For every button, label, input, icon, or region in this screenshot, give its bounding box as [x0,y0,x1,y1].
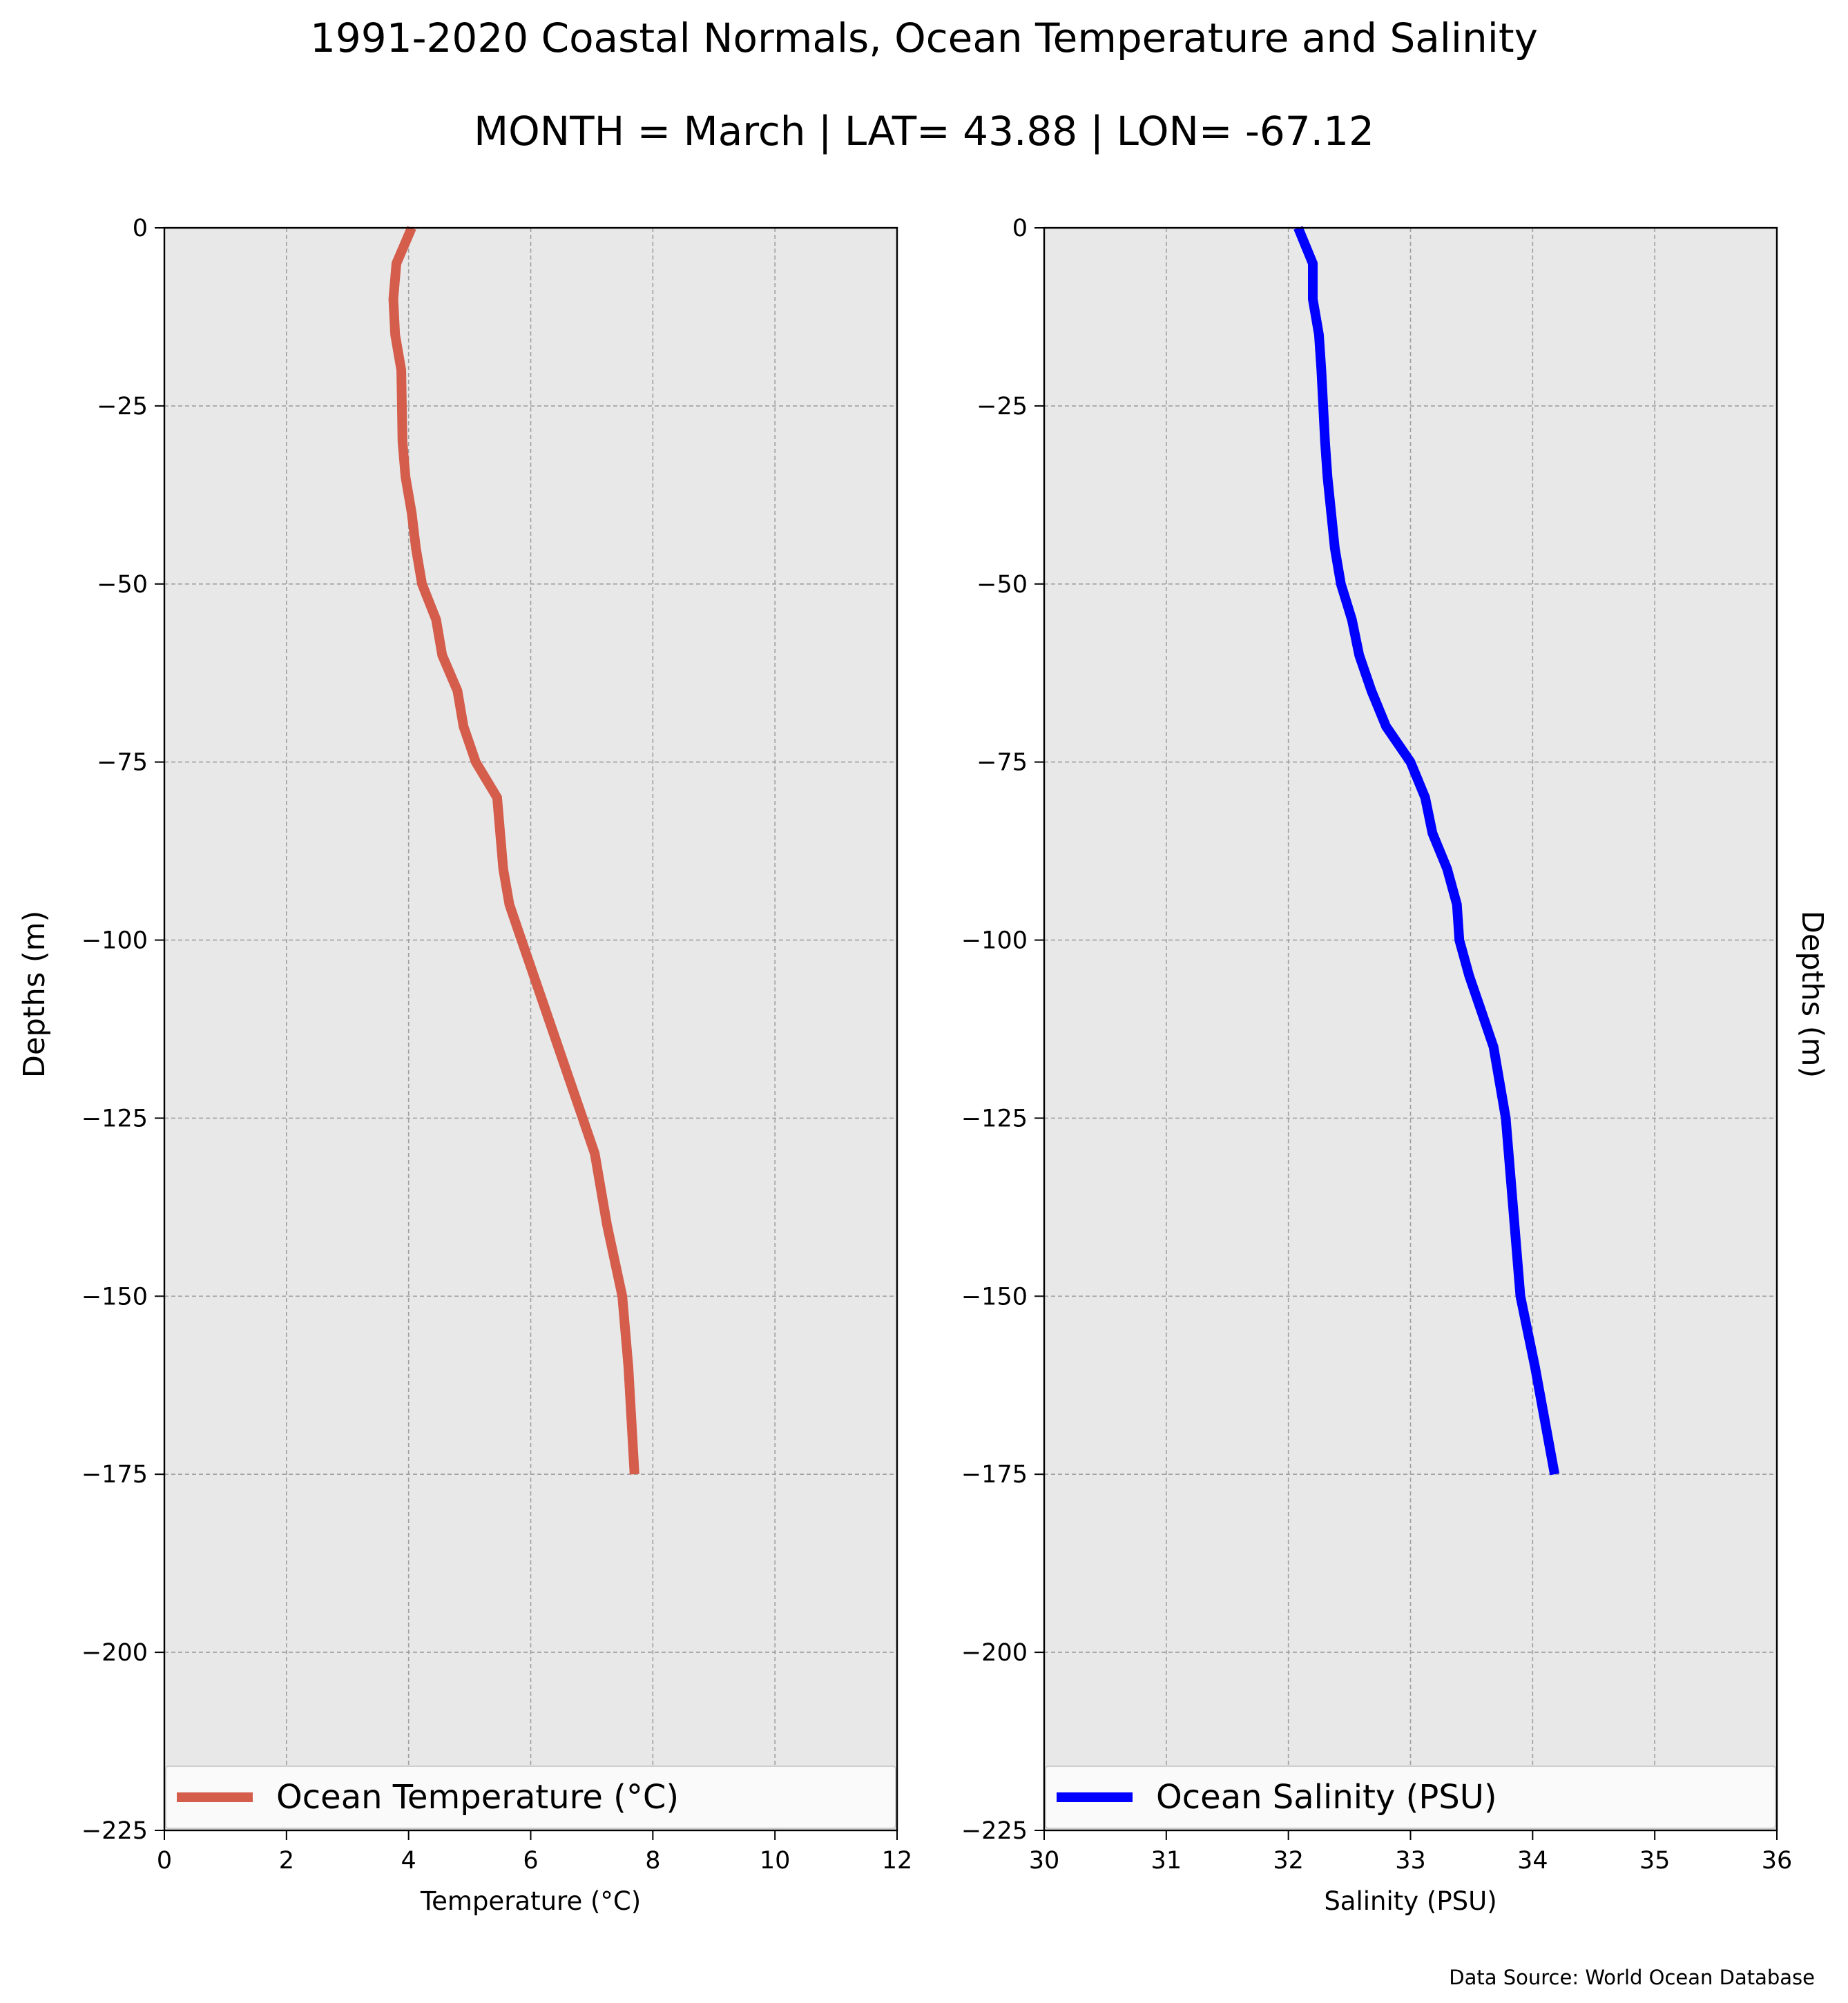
x-tick-label: 6 [523,1847,538,1875]
y-tick-label: −150 [961,1283,1028,1310]
x-tick-label: 35 [1639,1847,1671,1875]
legend-label: Ocean Temperature (°C) [276,1778,679,1817]
data-source-note: Data Source: World Ocean Database [1449,1966,1815,1989]
y-tick-label: −225 [961,1817,1028,1845]
y-tick-label: 0 [1012,215,1028,242]
x-tick-label: 30 [1029,1847,1060,1875]
y-tick-label: 0 [133,215,148,242]
x-tick-label: 33 [1395,1847,1426,1875]
x-tick-label: 10 [760,1847,791,1875]
y-tick-label: −125 [81,1105,148,1132]
y-tick-label: −225 [81,1817,148,1845]
temperature-x-axis-label: Temperature (°C) [420,1886,641,1916]
y-tick-label: −25 [97,393,148,420]
x-tick-label: 34 [1517,1847,1548,1875]
legend-box [1045,1765,1776,1829]
y-tick-label: −75 [97,749,148,777]
x-tick-label: 8 [645,1847,660,1875]
y-tick-label: −200 [961,1639,1028,1667]
left-y-axis-label: Depths (m) [17,911,52,1078]
x-tick-label: 32 [1273,1847,1304,1875]
y-tick-label: −200 [81,1639,148,1667]
x-tick-label: 4 [401,1847,416,1875]
y-tick-label: −175 [961,1461,1028,1489]
right-y-axis-label: Depths (m) [1795,911,1829,1078]
y-tick-label: −175 [81,1461,148,1489]
y-tick-label: −25 [976,393,1028,420]
y-tick-label: −100 [961,927,1028,955]
temperature-series-line [388,226,639,1475]
x-tick-label: 36 [1762,1847,1793,1875]
x-tick-label: 31 [1151,1847,1182,1875]
salinity-series-line [1293,226,1560,1475]
y-tick-label: −150 [81,1283,148,1310]
y-tick-label: −50 [97,571,148,599]
y-tick-label: −50 [976,571,1028,599]
salinity-x-axis-label: Salinity (PSU) [1324,1886,1496,1916]
y-tick-label: −75 [976,749,1028,777]
temperature-panel: Ocean Temperature (°C) 0 2 4 6 8 10 12 0 −25 −50 −7… [81,215,912,1916]
x-tick-label: 12 [882,1847,913,1875]
x-tick-label: 2 [279,1847,294,1875]
salinity-panel: Ocean Salinity (PSU) 30 31 32 33 34 35 36 0 −25 −5… [961,215,1792,1916]
figure-title: 1991-2020 Coastal Normals, Ocean Tempera… [310,14,1538,61]
x-tick-label: 0 [157,1847,172,1875]
y-tick-label: −125 [961,1105,1028,1132]
legend-box [165,1765,896,1829]
y-tick-label: −100 [81,927,148,955]
legend-label: Ocean Salinity (PSU) [1156,1778,1497,1817]
figure-subtitle: MONTH = March | LAT= 43.88 | LON= -67.12 [474,108,1374,155]
